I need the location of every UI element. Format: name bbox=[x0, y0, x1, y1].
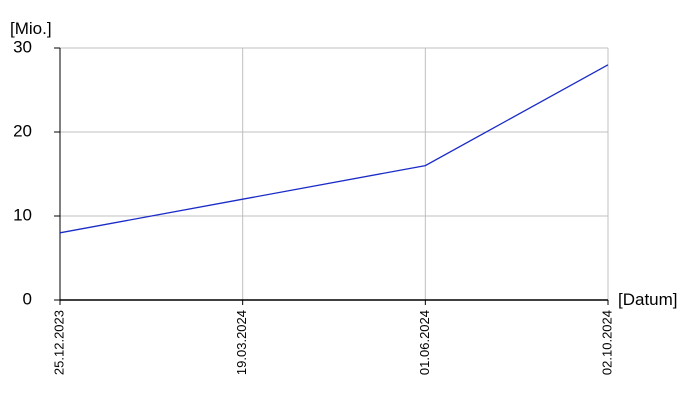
x-tick-label: 25.12.2023 bbox=[51, 310, 66, 375]
y-tick-label: 20 bbox=[13, 121, 32, 140]
x-axis-label: [Datum] bbox=[618, 290, 678, 309]
x-tick-label: 19.03.2024 bbox=[234, 310, 249, 375]
y-tick-label: 10 bbox=[13, 205, 32, 224]
y-tick-label: 30 bbox=[13, 37, 32, 56]
x-tick-label: 02.10.2024 bbox=[599, 310, 614, 375]
x-tick-label: 01.06.2024 bbox=[417, 310, 432, 375]
y-tick-label: 0 bbox=[23, 289, 32, 308]
y-axis-label: [Mio.] bbox=[10, 19, 52, 38]
line bbox=[59, 64, 609, 234]
